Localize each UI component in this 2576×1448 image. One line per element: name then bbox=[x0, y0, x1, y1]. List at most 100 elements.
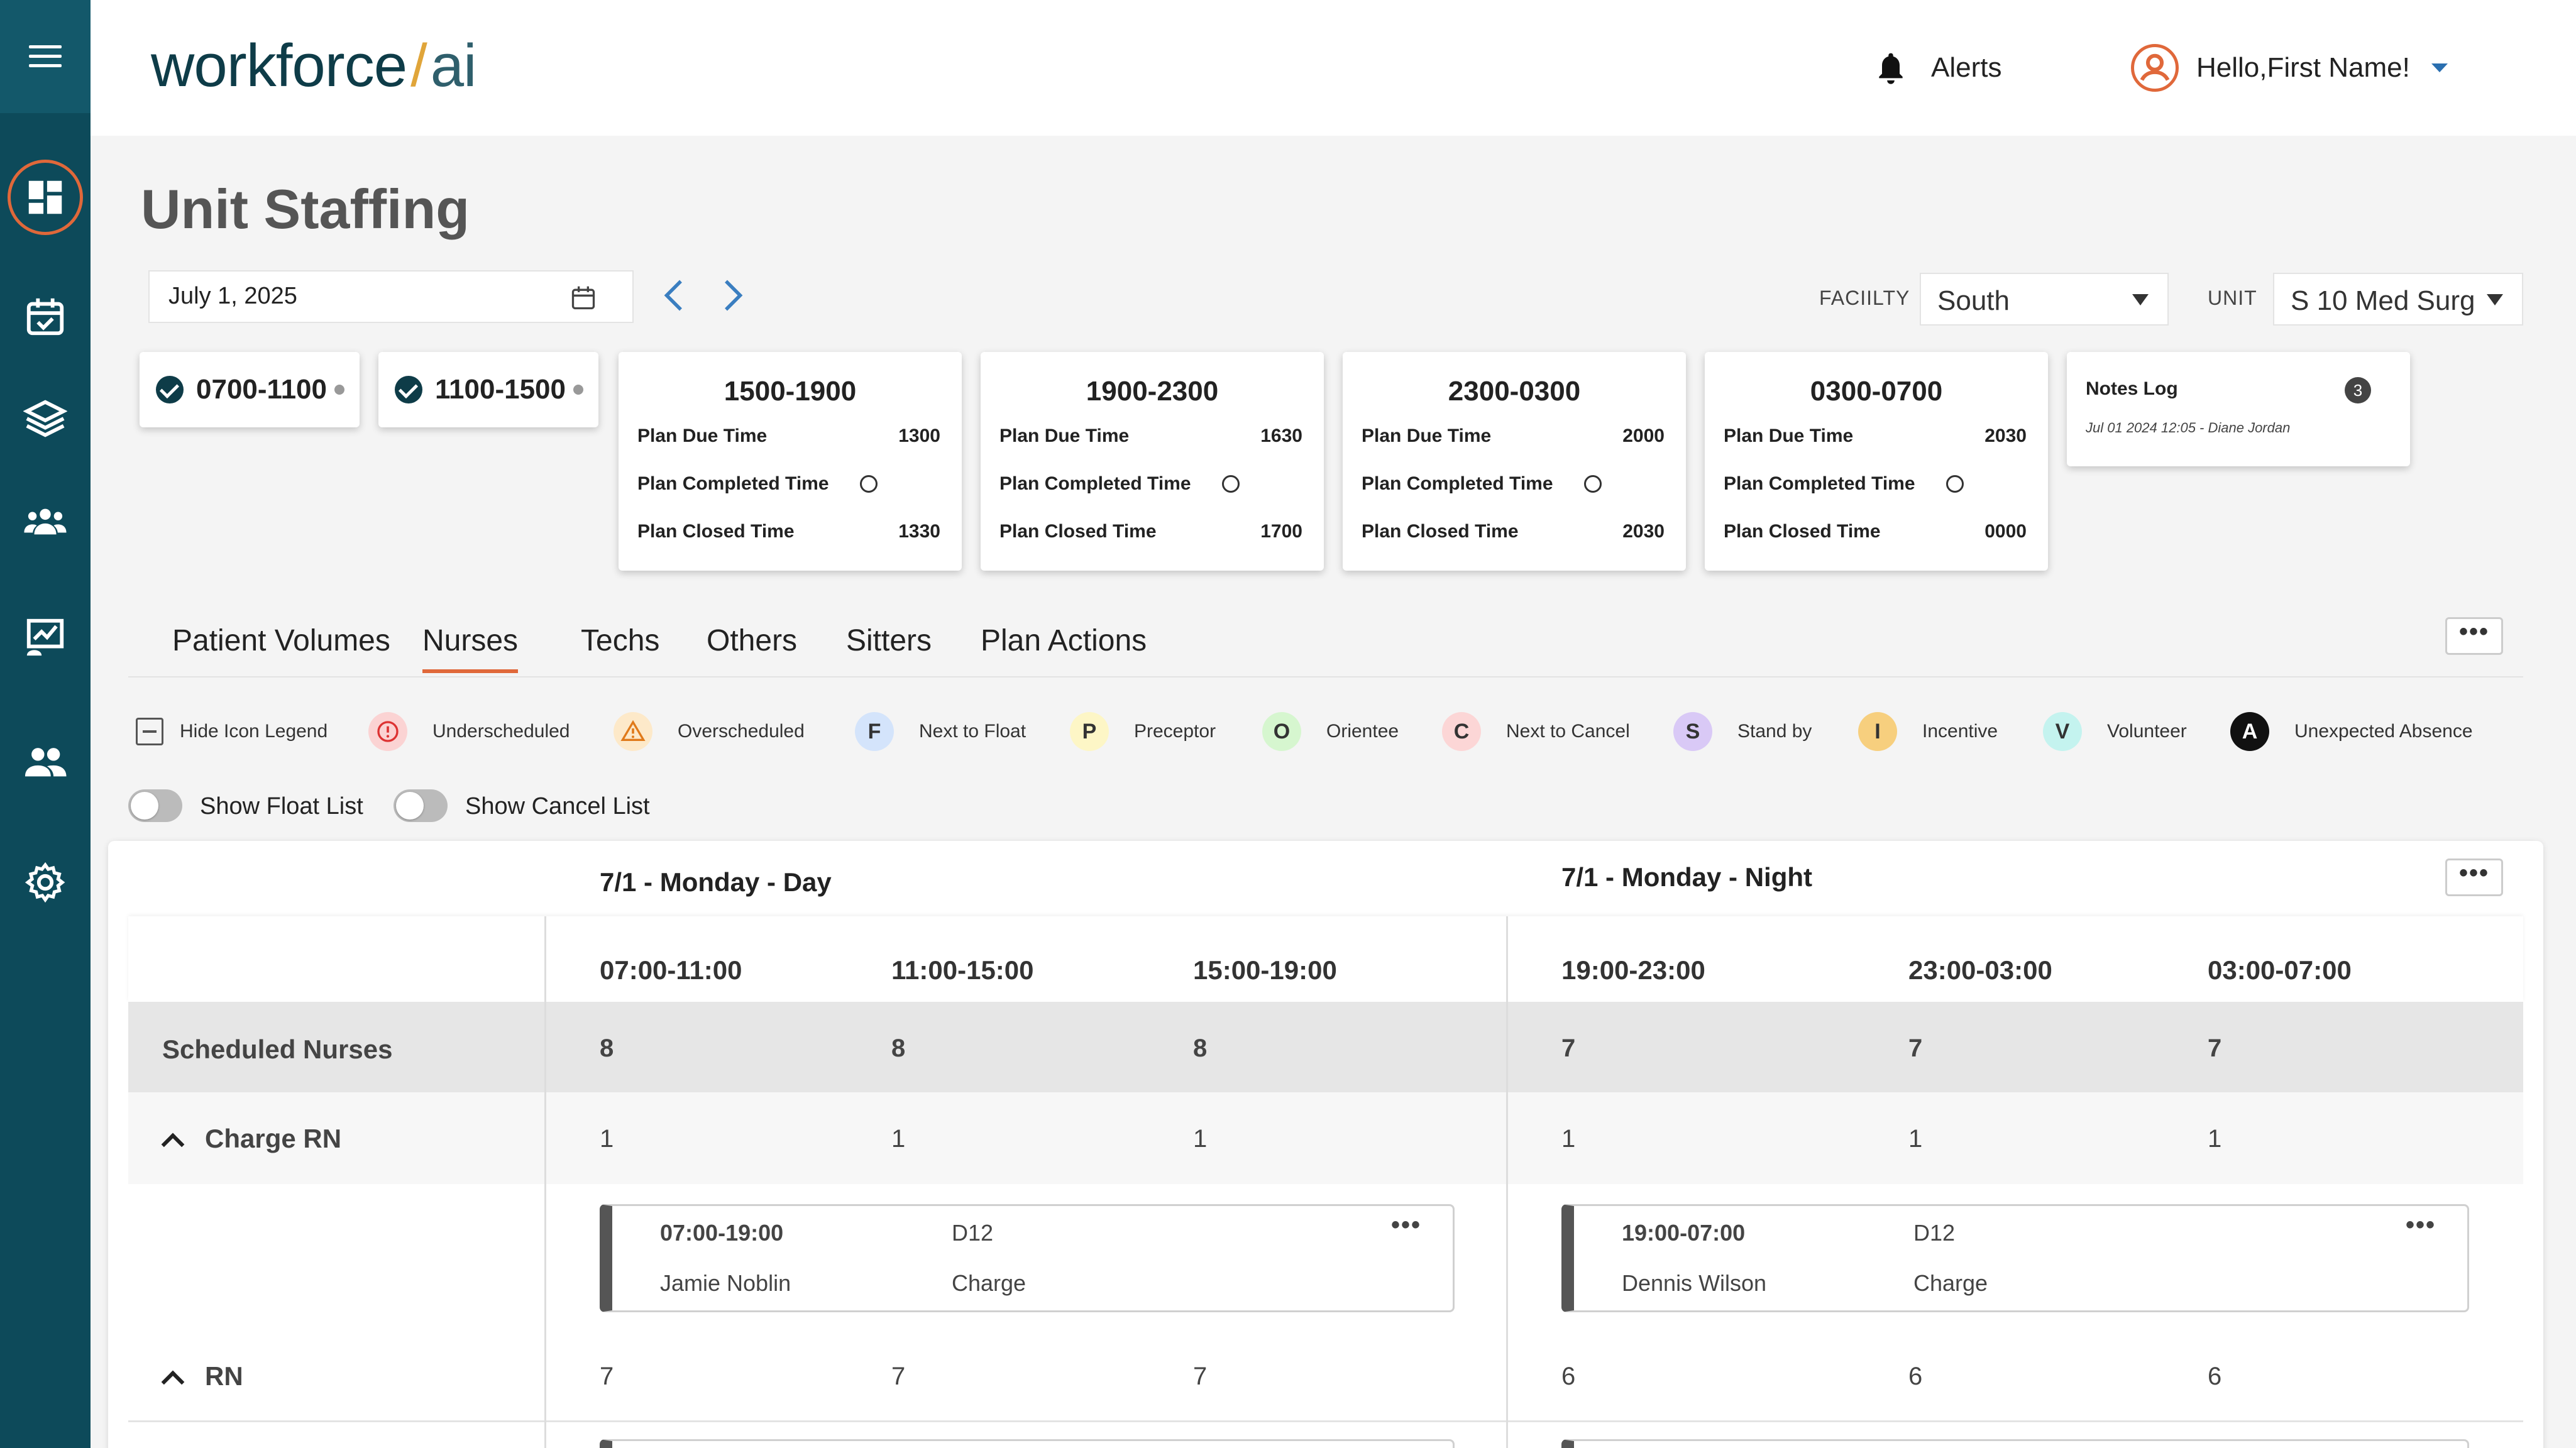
more-options-icon[interactable]: ••• bbox=[1390, 1211, 1421, 1239]
user-menu[interactable]: Hello,First Name! bbox=[2131, 44, 2448, 92]
prev-date-icon[interactable] bbox=[659, 277, 690, 314]
completed-radio-icon[interactable] bbox=[860, 475, 878, 493]
legend-incentive: I Incentive bbox=[1858, 712, 1998, 751]
plan-closed-row: Plan Closed Time 1700 bbox=[999, 521, 1302, 542]
column-divider bbox=[544, 916, 546, 1448]
team-icon[interactable] bbox=[23, 499, 68, 544]
facility-select[interactable]: South bbox=[1920, 273, 2169, 326]
column-header: 11:00-15:00 bbox=[891, 955, 1034, 985]
assignment-role: Charge bbox=[952, 1270, 1027, 1296]
assignment-unit: D12 bbox=[1913, 1220, 1956, 1246]
completed-radio-icon[interactable] bbox=[1946, 475, 1964, 493]
date-picker[interactable]: July 1, 2025 bbox=[148, 270, 634, 323]
cancel-badge-icon: C bbox=[1442, 712, 1481, 751]
tab-techs[interactable]: Techs bbox=[581, 624, 660, 657]
calendar-check-icon[interactable] bbox=[23, 294, 68, 339]
assignment-card-partial[interactable] bbox=[1561, 1439, 2469, 1448]
chevron-down-icon bbox=[2431, 63, 2448, 72]
orientee-badge-icon: O bbox=[1262, 712, 1301, 751]
menu-icon[interactable] bbox=[29, 45, 62, 68]
assignment-card[interactable]: 07:00-19:00 D12 Jamie Noblin Charge ••• bbox=[600, 1204, 1455, 1312]
hide-icon-legend[interactable]: Hide Icon Legend bbox=[136, 713, 328, 750]
completed-radio-icon[interactable] bbox=[1584, 475, 1602, 493]
next-date-icon[interactable] bbox=[717, 277, 748, 314]
unit-label: UNIT bbox=[2208, 287, 2257, 309]
tab-others[interactable]: Others bbox=[707, 624, 798, 657]
grid-more-button[interactable]: ••• bbox=[2445, 858, 2503, 896]
tab-patient-volumes[interactable]: Patient Volumes bbox=[172, 624, 390, 657]
status-dot-icon bbox=[334, 385, 344, 395]
layers-icon[interactable] bbox=[23, 396, 68, 441]
calendar-icon[interactable] bbox=[570, 284, 597, 312]
plan-card[interactable]: 1500-1900 Plan Due Time 1300 Plan Complet… bbox=[619, 352, 962, 571]
tab-sitters[interactable]: Sitters bbox=[846, 624, 932, 657]
reports-icon[interactable] bbox=[23, 615, 68, 660]
alerts-button[interactable]: Alerts bbox=[1873, 48, 2001, 88]
legend-unexpected-absence: A Unexpected Absence bbox=[2230, 712, 2473, 751]
tab-plan-actions[interactable]: Plan Actions bbox=[981, 624, 1147, 657]
incentive-badge-icon: I bbox=[1858, 712, 1897, 751]
legend-next-to-cancel: C Next to Cancel bbox=[1442, 712, 1630, 751]
float-list-toggle[interactable] bbox=[128, 789, 182, 822]
assignment-card[interactable]: 19:00-07:00 D12 Dennis Wilson Charge ••• bbox=[1561, 1204, 2469, 1312]
rn-value: 7 bbox=[600, 1363, 614, 1390]
charge-rn-header[interactable]: Charge RN bbox=[161, 1124, 342, 1156]
facility-label: FACIILTY bbox=[1819, 287, 1910, 309]
legend-label: Next to Cancel bbox=[1506, 721, 1630, 742]
shift-chip-label: 1100-1500 bbox=[435, 374, 566, 405]
alert-circle-icon bbox=[368, 712, 407, 751]
plan-completed-row: Plan Completed Time bbox=[1362, 471, 1665, 496]
charge-value: 1 bbox=[891, 1125, 906, 1153]
plan-card[interactable]: 0300-0700 Plan Due Time 2030 Plan Complet… bbox=[1705, 352, 2048, 571]
dashboard-icon[interactable] bbox=[8, 160, 83, 235]
plan-due-row: Plan Due Time 2000 bbox=[1362, 425, 1665, 446]
rn-value: 7 bbox=[1193, 1363, 1208, 1390]
scheduled-value: 8 bbox=[1193, 1034, 1208, 1062]
rn-label: RN bbox=[205, 1361, 243, 1391]
check-circle-icon bbox=[156, 376, 184, 403]
status-dot-icon bbox=[573, 385, 583, 395]
completed-radio-icon[interactable] bbox=[1222, 475, 1240, 493]
tabs-more-button[interactable]: ••• bbox=[2445, 617, 2503, 655]
shift-chip[interactable]: 1100-1500 bbox=[378, 352, 598, 427]
cancel-list-toggle[interactable] bbox=[394, 789, 448, 822]
column-header: 15:00-19:00 bbox=[1193, 955, 1337, 985]
legend-label: Volunteer bbox=[2107, 721, 2187, 742]
float-badge-icon: F bbox=[855, 712, 894, 751]
legend-label: Next to Float bbox=[919, 721, 1027, 742]
charge-value: 1 bbox=[1908, 1125, 1923, 1153]
check-circle-icon bbox=[395, 376, 422, 403]
charge-value: 1 bbox=[600, 1125, 614, 1153]
plan-card[interactable]: 1900-2300 Plan Due Time 1630 Plan Complet… bbox=[981, 352, 1324, 571]
preceptor-badge-icon: P bbox=[1070, 712, 1109, 751]
tab-nurses[interactable]: Nurses bbox=[422, 623, 519, 673]
people-icon[interactable] bbox=[23, 739, 68, 784]
charge-rn-label: Charge RN bbox=[205, 1124, 342, 1153]
rn-value: 6 bbox=[2208, 1363, 2222, 1390]
sidebar bbox=[0, 0, 91, 1448]
charge-value: 1 bbox=[1561, 1125, 1576, 1153]
charge-rn-row[interactable] bbox=[128, 1092, 2523, 1184]
plan-card[interactable]: 2300-0300 Plan Due Time 2000 Plan Complet… bbox=[1343, 352, 1686, 571]
shift-chip[interactable]: 0700-1100 bbox=[140, 352, 360, 427]
scheduled-value: 8 bbox=[891, 1034, 906, 1062]
dropdown-arrow-icon bbox=[2487, 294, 2503, 305]
more-options-icon[interactable]: ••• bbox=[2405, 1211, 2436, 1239]
notes-log-card[interactable]: Notes Log 3 Jul 01 2024 12:05 - Diane Jo… bbox=[2067, 352, 2410, 466]
legend-label: Overscheduled bbox=[678, 721, 805, 742]
assignment-card-partial[interactable] bbox=[600, 1439, 1455, 1448]
notes-log-title: Notes Log bbox=[2086, 378, 2178, 399]
assignment-name: Dennis Wilson bbox=[1622, 1270, 1767, 1296]
unit-select[interactable]: S 10 Med Surg bbox=[2273, 273, 2523, 326]
chevron-up-icon bbox=[161, 1133, 185, 1156]
cancel-list-label: Show Cancel List bbox=[465, 793, 650, 820]
legend-orientee: O Orientee bbox=[1262, 712, 1399, 751]
plan-due-row: Plan Due Time 1630 bbox=[999, 425, 1302, 446]
plan-due-row: Plan Due Time 1300 bbox=[637, 425, 940, 446]
plan-card-title: 0300-0700 bbox=[1810, 376, 1943, 407]
rn-header[interactable]: RN bbox=[161, 1361, 243, 1394]
settings-icon[interactable] bbox=[23, 860, 68, 905]
column-header: 19:00-23:00 bbox=[1561, 955, 1705, 985]
night-shift-title: 7/1 - Monday - Night bbox=[1561, 862, 1812, 892]
day-shift-title: 7/1 - Monday - Day bbox=[600, 867, 832, 897]
